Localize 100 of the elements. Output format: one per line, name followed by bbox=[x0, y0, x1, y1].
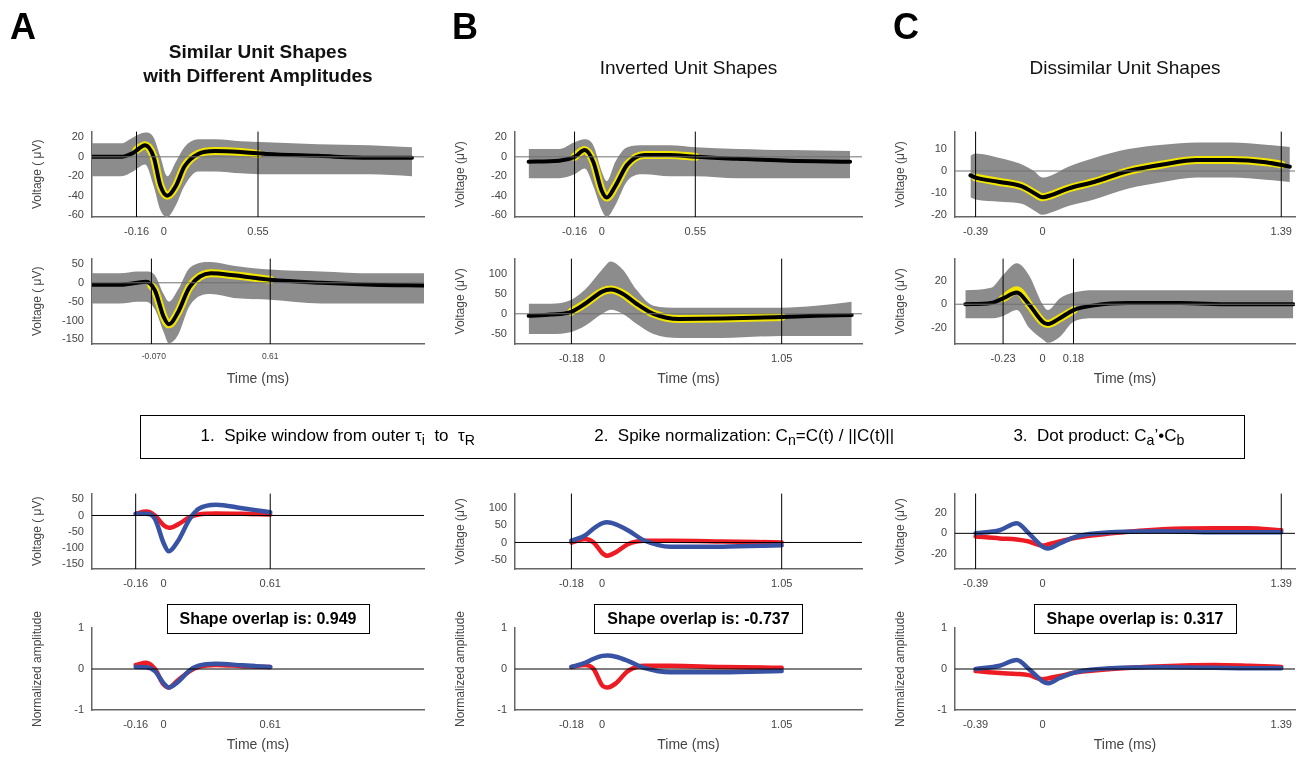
x-tick-label: 1.39 bbox=[1270, 576, 1292, 589]
y-tick-label: -50 bbox=[491, 552, 507, 565]
x-tick-label: -0.39 bbox=[963, 224, 989, 237]
y-tick-label: 0 bbox=[500, 535, 507, 548]
x-tick-label: 0 bbox=[160, 576, 167, 589]
y-tick-label: -10 bbox=[931, 185, 947, 198]
x-tick-label: -0.39 bbox=[963, 576, 989, 589]
x-tick-label: 0 bbox=[161, 351, 167, 362]
y-tick-label: 0 bbox=[77, 275, 84, 288]
y-tick-label: 20 bbox=[71, 130, 84, 143]
y-axis-title: Normalized amplitude bbox=[892, 610, 907, 728]
x-tick-label: -0.39 bbox=[963, 717, 989, 730]
x-tick-label: -0.23 bbox=[990, 351, 1016, 364]
x-tick-label: 0 bbox=[1039, 351, 1046, 364]
x-axis-title: Time (ms) bbox=[226, 370, 290, 387]
x-axis-title: Time (ms) bbox=[226, 736, 290, 753]
y-tick-label: 50 bbox=[71, 256, 84, 269]
x-tick-label: -0.18 bbox=[558, 351, 584, 364]
x-axis-title: Time (ms) bbox=[1093, 370, 1157, 387]
x-tick-label: -0.18 bbox=[558, 576, 584, 589]
y-tick-label: 20 bbox=[494, 130, 507, 143]
y-axis-title: Voltage (μV) bbox=[892, 268, 907, 335]
y-axis-title: Voltage ( μV) bbox=[29, 139, 44, 210]
text: 1. Spike window from outer τ$_{i}$ to τ$_{R}$ bbox=[200, 425, 475, 449]
x-tick-label: 0 bbox=[599, 576, 606, 589]
x-tick-label: 1.05 bbox=[770, 351, 793, 364]
y-axis-title: Voltage (μV) bbox=[892, 141, 907, 208]
x-tick-label: 0.61 bbox=[261, 351, 279, 362]
x-tick-label: -0.16 bbox=[123, 576, 149, 589]
y-tick-label: 10 bbox=[934, 142, 947, 155]
x-tick-label: 0.61 bbox=[259, 576, 281, 589]
y-tick-label: 0 bbox=[940, 526, 947, 539]
y-tick-label: -40 bbox=[68, 188, 84, 201]
x-tick-label: -0.16 bbox=[123, 717, 149, 730]
y-tick-label: 0 bbox=[940, 662, 947, 675]
y-tick-label: 0 bbox=[77, 508, 84, 521]
chart-title: Similar Unit Shapes with Different Amplitudes bbox=[143, 41, 373, 86]
y-axis-title: Normalized amplitude bbox=[29, 610, 44, 728]
x-axis-title: Time (ms) bbox=[657, 370, 720, 387]
y-tick-label: 20 bbox=[934, 505, 947, 518]
y-tick-label: 100 bbox=[488, 266, 507, 279]
x-tick-label: 1.39 bbox=[1270, 224, 1292, 237]
text: Shape overlap is: 0.949 bbox=[166, 604, 370, 634]
y-tick-label: 100 bbox=[488, 500, 507, 513]
x-tick-label: 1.05 bbox=[770, 717, 793, 730]
y-tick-label: 1 bbox=[77, 621, 84, 634]
y-tick-label: 0 bbox=[940, 297, 947, 310]
y-axis-title: Voltage (μV) bbox=[892, 498, 907, 565]
chart-title: Inverted Unit Shapes bbox=[598, 56, 779, 80]
text: B bbox=[452, 6, 478, 48]
y-axis-title: Voltage ( μV) bbox=[29, 496, 44, 567]
x-tick-label: -0.18 bbox=[558, 717, 584, 730]
chart-title: Dissimilar Unit Shapes bbox=[1028, 56, 1222, 80]
x-tick-label: 1.05 bbox=[770, 576, 793, 589]
y-axis-title: Voltage (μV) bbox=[452, 141, 467, 208]
y-tick-label: 1 bbox=[500, 621, 507, 634]
x-tick-label: 0.18 bbox=[1062, 351, 1085, 364]
y-tick-label: -20 bbox=[491, 169, 507, 182]
y-tick-label: 0 bbox=[940, 164, 947, 177]
x-tick-label: 0 bbox=[1039, 717, 1046, 730]
y-tick-label: 0 bbox=[500, 662, 507, 675]
x-tick-label: 0.55 bbox=[684, 224, 707, 237]
y-tick-label: -150 bbox=[61, 557, 84, 570]
text: Shape overlap is: 0.317 bbox=[1033, 604, 1237, 634]
y-tick-label: -20 bbox=[931, 207, 947, 220]
y-tick-label: -150 bbox=[61, 332, 84, 345]
y-tick-label: 0 bbox=[500, 306, 507, 319]
y-tick-label: 50 bbox=[494, 286, 507, 299]
y-tick-label: -20 bbox=[68, 169, 84, 182]
x-tick-label: 0.61 bbox=[259, 717, 281, 730]
y-tick-label: 0 bbox=[500, 149, 507, 162]
y-tick-label: -100 bbox=[61, 313, 84, 326]
text: A bbox=[10, 6, 36, 48]
text: 2. Spike normalization: C$_{n}$=C(t) / ||C(t)|| bbox=[594, 425, 895, 449]
y-tick-label: -60 bbox=[491, 208, 507, 221]
y-tick-label: 0 bbox=[77, 149, 84, 162]
y-tick-label: 1 bbox=[940, 621, 947, 634]
y-axis-title: Voltage ( μV) bbox=[29, 266, 44, 337]
x-tick-label: 1.39 bbox=[1270, 717, 1292, 730]
y-tick-label: 20 bbox=[934, 273, 947, 286]
x-tick-label: 0 bbox=[160, 224, 167, 237]
y-axis-title: Voltage (μV) bbox=[452, 268, 467, 335]
y-axis-title: Voltage (μV) bbox=[452, 498, 467, 565]
y-axis-title: Normalized amplitude bbox=[452, 610, 467, 728]
y-tick-label: -1 bbox=[937, 703, 947, 716]
x-tick-label: 0 bbox=[160, 717, 167, 730]
x-tick-label: 0 bbox=[598, 224, 605, 237]
x-tick-label: -0.16 bbox=[562, 224, 588, 237]
y-tick-label: 0 bbox=[77, 662, 84, 675]
x-tick-label: -0.07 bbox=[141, 351, 162, 362]
y-tick-label: -20 bbox=[931, 320, 947, 333]
y-tick-label: -50 bbox=[68, 294, 84, 307]
text: Shape overlap is: -0.737 bbox=[594, 604, 803, 634]
y-tick-label: -40 bbox=[491, 188, 507, 201]
x-tick-label: 0 bbox=[599, 351, 606, 364]
y-tick-label: -100 bbox=[61, 541, 84, 554]
x-axis-title: Time (ms) bbox=[657, 736, 720, 753]
y-tick-label: -50 bbox=[68, 524, 84, 537]
x-tick-label: 0 bbox=[1039, 576, 1046, 589]
y-tick-label: -1 bbox=[497, 703, 507, 716]
